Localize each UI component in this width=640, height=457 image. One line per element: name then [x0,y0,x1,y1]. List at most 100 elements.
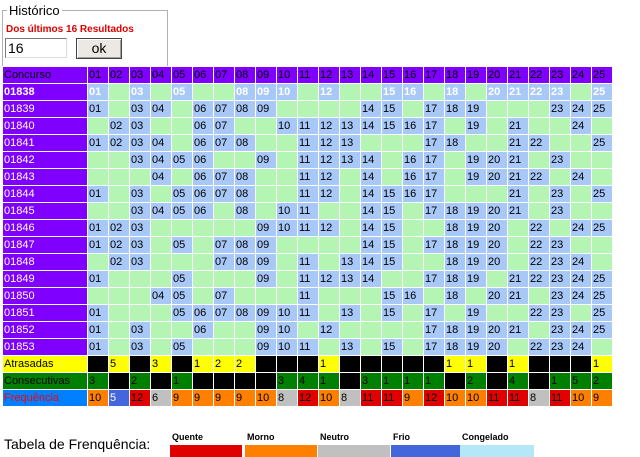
drawn-number-cell: 03 [130,220,151,237]
column-header: 08 [235,67,256,84]
empty-number-cell [466,288,487,305]
contest-number[interactable]: 01840 [3,118,88,135]
drawn-number-cell: 17 [424,305,445,322]
frequencia-cell: 10 [319,390,340,407]
empty-number-cell [508,220,529,237]
consecutivas-cell [487,373,508,390]
results-table: Concurso 01 02 03 04 05 06 07 08 09 10 11 12 13 14 15 16… [2,66,613,407]
empty-number-cell [214,84,235,101]
contest-number[interactable]: 01838 [3,84,88,101]
drawn-number-cell: 04 [151,152,172,169]
contest-number[interactable]: 01848 [3,254,88,271]
drawn-number-cell: 06 [193,118,214,135]
contest-number[interactable]: 01850 [3,288,88,305]
drawn-number-cell: 25 [592,288,613,305]
drawn-number-cell: 20 [487,169,508,186]
drawn-number-cell: 05 [172,305,193,322]
contest-number[interactable]: 01847 [3,237,88,254]
contest-number[interactable]: 01852 [3,322,88,339]
atrasadas-cell: 1 [193,356,214,373]
legend-color-swatch [245,445,317,457]
empty-number-cell [487,186,508,203]
drawn-number-cell: 25 [592,101,613,118]
empty-number-cell [130,169,151,186]
empty-number-cell [193,84,214,101]
consecutivas-cell [235,373,256,390]
drawn-number-cell: 20 [487,203,508,220]
empty-number-cell [277,169,298,186]
column-header: 25 [592,67,613,84]
drawn-number-cell: 03 [130,237,151,254]
empty-number-cell [487,271,508,288]
empty-number-cell [235,339,256,356]
empty-number-cell [508,101,529,118]
empty-number-cell [256,288,277,305]
contest-number[interactable]: 01844 [3,186,88,203]
atrasadas-cell: 1 [319,356,340,373]
empty-number-cell [403,322,424,339]
empty-number-cell [508,339,529,356]
empty-number-cell [256,118,277,135]
frequencia-cell: 10 [256,390,277,407]
column-header: 01 [88,67,109,84]
consecutivas-cell: 2 [592,373,613,390]
empty-number-cell [172,135,193,152]
contest-number[interactable]: 01841 [3,135,88,152]
drawn-number-cell: 19 [466,220,487,237]
drawn-number-cell: 15 [382,101,403,118]
empty-number-cell [214,203,235,220]
drawn-number-cell: 17 [424,186,445,203]
results-count-input[interactable]: 16 [5,38,67,58]
drawn-number-cell: 12 [319,322,340,339]
empty-number-cell [256,186,277,203]
column-header: 13 [340,67,361,84]
column-header: 19 [466,67,487,84]
drawn-number-cell: 24 [571,101,592,118]
contest-number[interactable]: 01845 [3,203,88,220]
empty-number-cell [508,254,529,271]
empty-number-cell [319,305,340,322]
drawn-number-cell: 03 [130,322,151,339]
drawn-number-cell: 02 [109,135,130,152]
ok-button[interactable]: ok [76,38,122,59]
column-header: 22 [529,67,550,84]
empty-number-cell [403,339,424,356]
drawn-number-cell: 22 [529,254,550,271]
drawn-number-cell: 18 [445,101,466,118]
drawn-number-cell: 01 [88,84,109,101]
empty-number-cell [277,152,298,169]
drawn-number-cell: 15 [382,237,403,254]
consecutivas-cell: 3 [361,373,382,390]
contest-number[interactable]: 01839 [3,101,88,118]
drawn-number-cell: 16 [403,84,424,101]
drawn-number-cell: 03 [130,339,151,356]
empty-number-cell [235,152,256,169]
contest-number[interactable]: 01851 [3,305,88,322]
drawn-number-cell: 06 [193,152,214,169]
consecutivas-cell: 1 [550,373,571,390]
consecutivas-cell: 1 [403,373,424,390]
drawn-number-cell: 09 [256,237,277,254]
drawn-number-cell: 07 [214,254,235,271]
contest-number[interactable]: 01846 [3,220,88,237]
empty-number-cell [403,220,424,237]
contest-number[interactable]: 01843 [3,169,88,186]
drawn-number-cell: 19 [466,169,487,186]
column-header: 05 [172,67,193,84]
contest-number[interactable]: 01849 [3,271,88,288]
contest-number[interactable]: 01853 [3,339,88,356]
empty-number-cell [340,84,361,101]
drawn-number-cell: 12 [319,186,340,203]
contest-number[interactable]: 01842 [3,152,88,169]
drawn-number-cell: 23 [550,322,571,339]
empty-number-cell [151,322,172,339]
consecutivas-label: Consecutivas [3,373,88,390]
drawn-number-cell: 01 [88,135,109,152]
frequencia-cell: 12 [130,390,151,407]
empty-number-cell [424,288,445,305]
drawn-number-cell: 12 [319,135,340,152]
consecutivas-cell: 5 [571,373,592,390]
consecutivas-cell [214,373,235,390]
consecutivas-cell: 1 [319,373,340,390]
drawn-number-cell: 11 [298,118,319,135]
